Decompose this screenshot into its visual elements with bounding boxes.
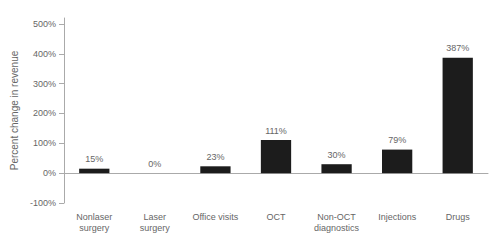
svg-text:Office visits: Office visits xyxy=(193,212,239,222)
svg-text:-100%: -100% xyxy=(30,198,56,208)
svg-text:79%: 79% xyxy=(388,135,406,145)
svg-text:Percent change in revenue: Percent change in revenue xyxy=(9,50,20,170)
svg-text:23%: 23% xyxy=(206,152,224,162)
svg-text:Injections: Injections xyxy=(378,212,417,222)
svg-text:Laser: Laser xyxy=(144,212,167,222)
svg-text:30%: 30% xyxy=(328,150,346,160)
svg-text:400%: 400% xyxy=(33,49,56,59)
svg-text:diagnostics: diagnostics xyxy=(314,223,360,233)
svg-text:0%: 0% xyxy=(148,159,161,169)
svg-text:300%: 300% xyxy=(33,79,56,89)
svg-text:surgery: surgery xyxy=(140,223,171,233)
svg-text:Nonlaser: Nonlaser xyxy=(76,212,112,222)
svg-text:100%: 100% xyxy=(33,138,56,148)
svg-text:Drugs: Drugs xyxy=(446,212,471,222)
svg-text:111%: 111% xyxy=(265,126,287,136)
svg-text:OCT: OCT xyxy=(267,212,287,222)
svg-text:500%: 500% xyxy=(33,19,56,29)
svg-text:Non-OCT: Non-OCT xyxy=(317,212,356,222)
svg-text:surgery: surgery xyxy=(79,223,110,233)
svg-text:0%: 0% xyxy=(43,168,56,178)
svg-text:200%: 200% xyxy=(33,108,56,118)
svg-text:387%: 387% xyxy=(446,43,469,53)
svg-text:15%: 15% xyxy=(85,154,103,164)
